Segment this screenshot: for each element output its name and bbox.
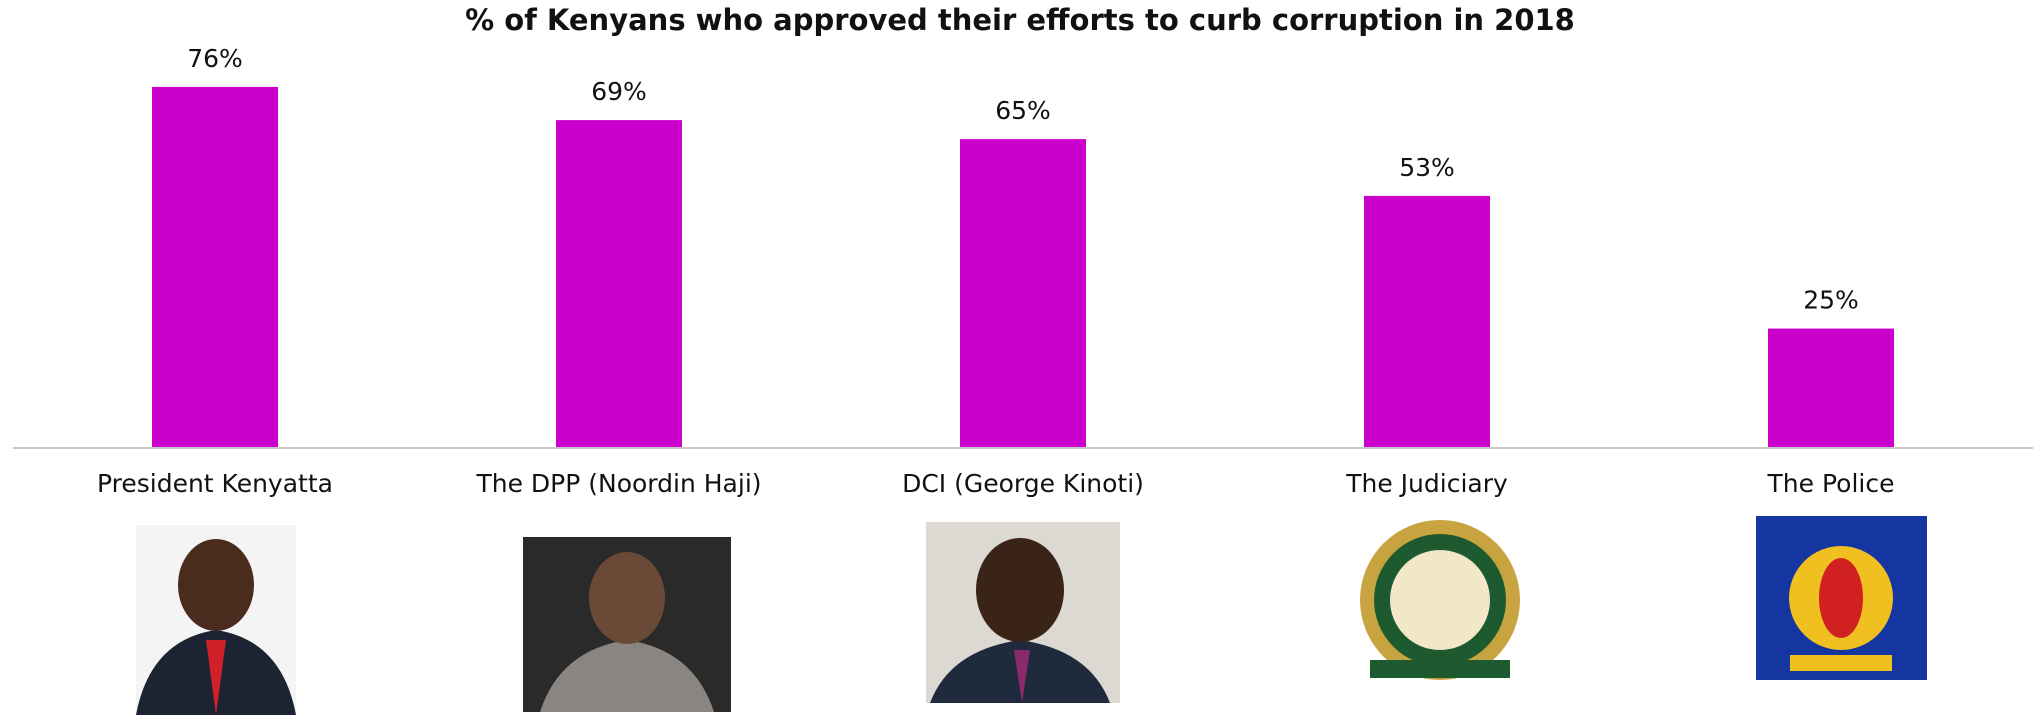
value-label: 53% — [1399, 153, 1455, 182]
logo-judiciary — [1360, 520, 1520, 680]
x-tick-label: The Police — [1767, 469, 1895, 498]
x-tick-label: The Judiciary — [1345, 469, 1508, 498]
photo-dpp — [523, 537, 731, 712]
bar — [960, 139, 1086, 447]
photo-kenyatta — [136, 525, 296, 715]
logo-police — [1756, 516, 1927, 680]
bar — [152, 86, 278, 447]
bar — [1364, 195, 1490, 447]
photo-dci — [926, 522, 1120, 703]
value-label: 76% — [187, 44, 243, 73]
value-label: 69% — [591, 77, 647, 106]
value-label: 65% — [995, 96, 1051, 125]
x-tick-label: DCI (George Kinoti) — [902, 469, 1144, 498]
chart-title: % of Kenyans who approved their efforts … — [465, 3, 1575, 37]
x-tick-label: The DPP (Noordin Haji) — [475, 469, 761, 498]
bar — [1768, 328, 1894, 447]
bar — [556, 120, 682, 448]
x-tick-label: President Kenyatta — [97, 469, 333, 498]
value-label: 25% — [1803, 286, 1859, 315]
